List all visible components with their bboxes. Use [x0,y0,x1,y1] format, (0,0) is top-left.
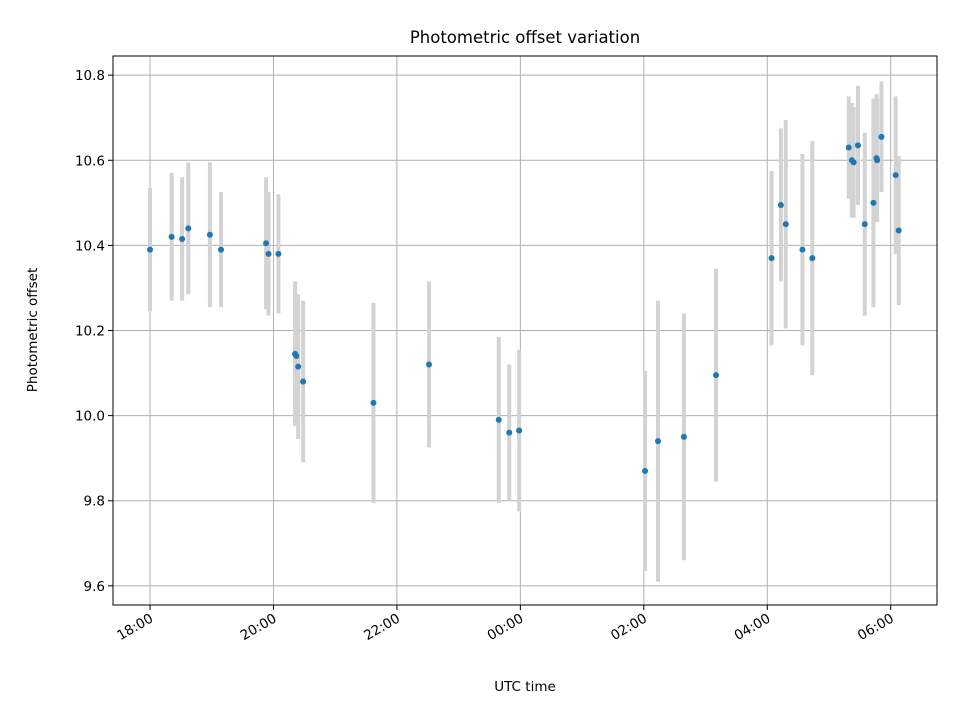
y-tick-label: 9.8 [84,494,105,510]
data-point [777,201,784,208]
data-point [185,225,192,232]
data-point [874,157,881,164]
data-point [179,236,186,242]
data-point [680,433,687,440]
y-tick-label: 10.6 [75,153,105,169]
y-axis-label: Photometric offset [25,268,41,392]
y-tick-label: 9.6 [84,579,105,595]
data-point [495,416,502,423]
data-point [870,199,877,206]
data-point [265,250,272,257]
chart-title: Photometric offset variation [410,28,640,47]
data-point [799,246,806,253]
data-point [263,240,270,247]
y-tick-label: 10.4 [75,238,105,254]
y-tick-label: 10.8 [75,68,105,84]
y-tick-label: 10.2 [75,324,105,340]
data-point [295,363,302,370]
data-point [845,144,852,151]
data-point [300,378,307,385]
data-point [206,231,213,238]
data-point [768,255,775,262]
data-point [516,427,523,434]
grid [113,56,937,605]
data-point [782,221,789,228]
data-point [809,255,816,262]
data-point [713,372,720,379]
data-point [370,399,377,406]
data-point [147,246,154,253]
data-point [895,227,902,234]
data-point [293,353,300,360]
data-point [861,221,868,228]
y-axis-ticks: 9.6 9.8 10.0 10.2 10.4 10.6 10.8 [75,68,113,595]
data-point [642,467,649,474]
y-tick-label: 10.0 [75,409,105,425]
data-point [655,438,662,445]
data-point [218,246,225,253]
data-point [506,429,513,436]
data-point [275,250,282,257]
data-point [878,133,885,140]
data-points [147,133,902,474]
data-point [850,159,857,166]
data-point [426,361,433,368]
data-point [168,233,175,240]
x-axis-label: UTC time [494,679,556,695]
data-point [854,142,861,149]
data-point [892,172,899,179]
